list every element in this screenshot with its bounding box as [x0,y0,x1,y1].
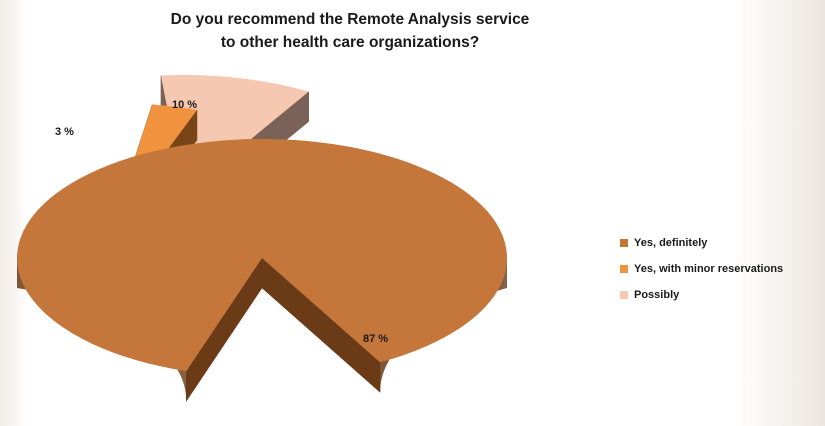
legend-label-yes-minor-reservations: Yes, with minor reservations [634,263,784,275]
chart-title: Do you recommend the Remote Analysis ser… [110,8,590,54]
background-right-shade [735,0,825,426]
chart-title-line-2: to other health care organizations? [220,34,480,51]
legend-label-possibly: Possibly [634,289,680,301]
legend-swatch-yes-definitely [620,239,628,247]
legend-swatch-possibly [620,291,628,299]
legend-item-yes-definitely: Yes, definitely [620,230,783,256]
pie-slice-wall-yes-definitely-1 [186,257,263,402]
data-label-possibly: 10 % [172,99,197,111]
chart-title-line-1: Do you recommend the Remote Analysis ser… [170,11,530,28]
chart-legend: Yes, definitely Yes, with minor reservat… [620,230,783,308]
legend-item-yes-minor-reservations: Yes, with minor reservations [620,256,783,282]
legend-label-yes-definitely: Yes, definitely [634,237,708,249]
background-left-shade [0,0,26,426]
legend-item-possibly: Possibly [620,282,783,308]
data-label-yes-definitely: 87 % [363,333,388,345]
legend-swatch-yes-minor-reservations [620,265,628,273]
pie-slice-yes-definitely [16,139,507,372]
data-label-yes-with-minor-reservations: 3 % [55,126,74,138]
